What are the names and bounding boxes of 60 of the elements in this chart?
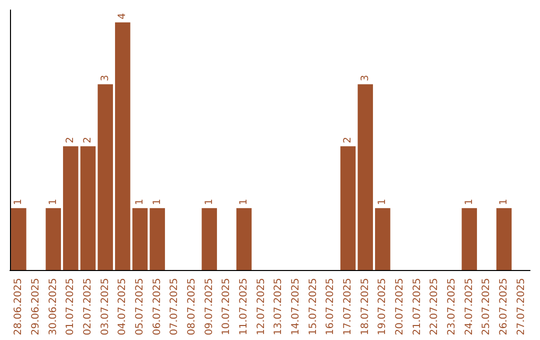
x-tick-label: 06.07.2025 <box>152 278 163 336</box>
x-tick-label: 13.07.2025 <box>273 278 284 336</box>
data-label: 3 <box>100 74 111 82</box>
x-tick-label: 11.07.2025 <box>238 278 250 336</box>
data-label: 1 <box>204 198 215 206</box>
data-label: 2 <box>342 136 354 144</box>
x-tick-label: 20.07.2025 <box>394 278 406 336</box>
data-label: 1 <box>238 198 250 206</box>
bar <box>202 208 217 270</box>
data-label: 3 <box>360 74 371 82</box>
x-tick-label: 21.07.2025 <box>412 278 423 336</box>
x-tick-label: 04.07.2025 <box>117 278 128 336</box>
x-tick-label: 17.07.2025 <box>342 278 354 336</box>
bar <box>115 22 130 270</box>
bar <box>63 146 78 270</box>
bar <box>375 208 390 270</box>
x-tick-label: 15.07.2025 <box>308 278 319 336</box>
bar <box>236 208 252 270</box>
x-tick-label: 19.07.2025 <box>377 278 388 336</box>
data-label: 1 <box>464 198 475 206</box>
x-tick-label: 27.07.2025 <box>516 278 527 336</box>
data-label: 1 <box>134 198 146 206</box>
bar <box>98 84 113 270</box>
x-tick-label: 26.07.2025 <box>498 278 510 336</box>
bar <box>496 208 512 270</box>
x-tick-label: 25.07.2025 <box>481 278 492 336</box>
x-tick-label: 07.07.2025 <box>169 278 180 336</box>
bar <box>340 146 356 270</box>
data-label: 1 <box>498 198 510 206</box>
x-tick-label: 22.07.2025 <box>429 278 440 336</box>
bar <box>358 84 373 270</box>
data-label: 1 <box>152 198 163 206</box>
bar <box>11 208 26 270</box>
x-tick-label: 02.07.2025 <box>82 278 94 336</box>
data-label: 2 <box>65 136 76 144</box>
x-tick-label: 28.06.2025 <box>13 278 24 336</box>
data-label: 1 <box>377 198 388 206</box>
x-tick-label: 08.07.2025 <box>186 278 198 336</box>
x-tick-label: 01.07.2025 <box>65 278 76 336</box>
x-tick-label: 23.07.2025 <box>446 278 458 336</box>
x-tick-label: 24.07.2025 <box>464 278 475 336</box>
bar <box>46 208 61 270</box>
x-tick-label: 12.07.2025 <box>256 278 267 336</box>
bar <box>132 208 148 270</box>
x-tick-label: 14.07.2025 <box>290 278 302 336</box>
x-tick-label: 05.07.2025 <box>134 278 146 336</box>
data-label: 4 <box>117 13 128 20</box>
bar <box>80 146 96 270</box>
data-label: 2 <box>82 136 94 144</box>
x-tick-label: 09.07.2025 <box>204 278 215 336</box>
x-tick-label: 10.07.2025 <box>221 278 232 336</box>
data-label: 1 <box>48 198 59 206</box>
data-label: 1 <box>13 198 24 206</box>
x-tick-label: 16.07.2025 <box>325 278 336 336</box>
x-tick-label: 29.06.2025 <box>30 278 42 336</box>
x-tick-label: 03.07.2025 <box>100 278 111 336</box>
bar <box>150 208 165 270</box>
bar <box>462 208 477 270</box>
x-tick-label: 30.06.2025 <box>48 278 59 336</box>
x-tick-label: 18.07.2025 <box>360 278 371 336</box>
